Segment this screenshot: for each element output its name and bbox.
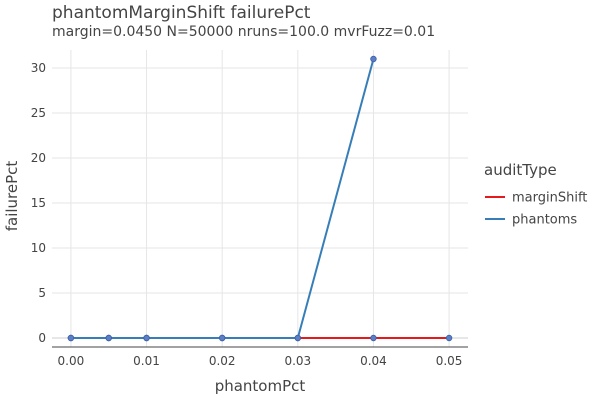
data-point: [218, 334, 226, 342]
series-phantoms: [70, 58, 375, 339]
data-point: [445, 334, 453, 342]
y-tick-label: 30: [31, 61, 46, 75]
x-axis-label: phantomPct: [215, 377, 306, 395]
y-tick-labels: 0 5 10 15 20 25 30: [31, 61, 46, 345]
data-point: [370, 334, 377, 342]
x-tick-label: 0.01: [133, 354, 160, 368]
x-tick-label: 0.02: [209, 354, 236, 368]
x-tick-label: 0.03: [284, 354, 311, 368]
plot-area: 0.00 0.01 0.02 0.03 0.04 0.05 0 5 10 15 20 25 30: [31, 50, 468, 368]
y-axis-label: failurePct: [3, 161, 21, 232]
series-points-phantoms: [67, 55, 377, 342]
series-line-phantoms: [70, 58, 375, 339]
data-point: [67, 334, 75, 342]
chart-title: phantomMarginShift failurePct: [52, 3, 311, 23]
y-tick-label: 20: [31, 151, 46, 165]
data-point: [105, 334, 112, 342]
y-tick-label: 15: [31, 196, 46, 210]
chart-subtitle: margin=0.0450 N=50000 nruns=100.0 mvrFuz…: [52, 24, 435, 40]
legend-title: auditType: [484, 161, 557, 179]
y-gridlines: [52, 67, 468, 339]
legend-items: marginShift phantoms: [485, 191, 587, 228]
x-tick-label: 0.05: [436, 354, 463, 368]
x-tick-label: 0.00: [58, 354, 85, 368]
series-group: [67, 55, 453, 342]
x-tick-label: 0.04: [360, 354, 387, 368]
y-tick-label: 25: [31, 106, 46, 120]
legend: auditType marginShift phantoms: [484, 161, 587, 228]
y-tick-label: 0: [38, 331, 46, 345]
legend-item-phantoms[interactable]: phantoms: [485, 213, 577, 228]
data-point: [294, 334, 302, 342]
legend-label: phantoms: [512, 213, 577, 228]
data-point: [143, 334, 150, 342]
x-gridlines: [70, 50, 450, 347]
y-tick-label: 10: [31, 241, 46, 255]
data-point: [370, 55, 377, 63]
y-tick-label: 5: [38, 286, 46, 300]
x-tick-labels: 0.00 0.01 0.02 0.03 0.04 0.05: [58, 354, 463, 368]
legend-label: marginShift: [512, 191, 587, 206]
legend-item-marginShift[interactable]: marginShift: [485, 191, 587, 206]
